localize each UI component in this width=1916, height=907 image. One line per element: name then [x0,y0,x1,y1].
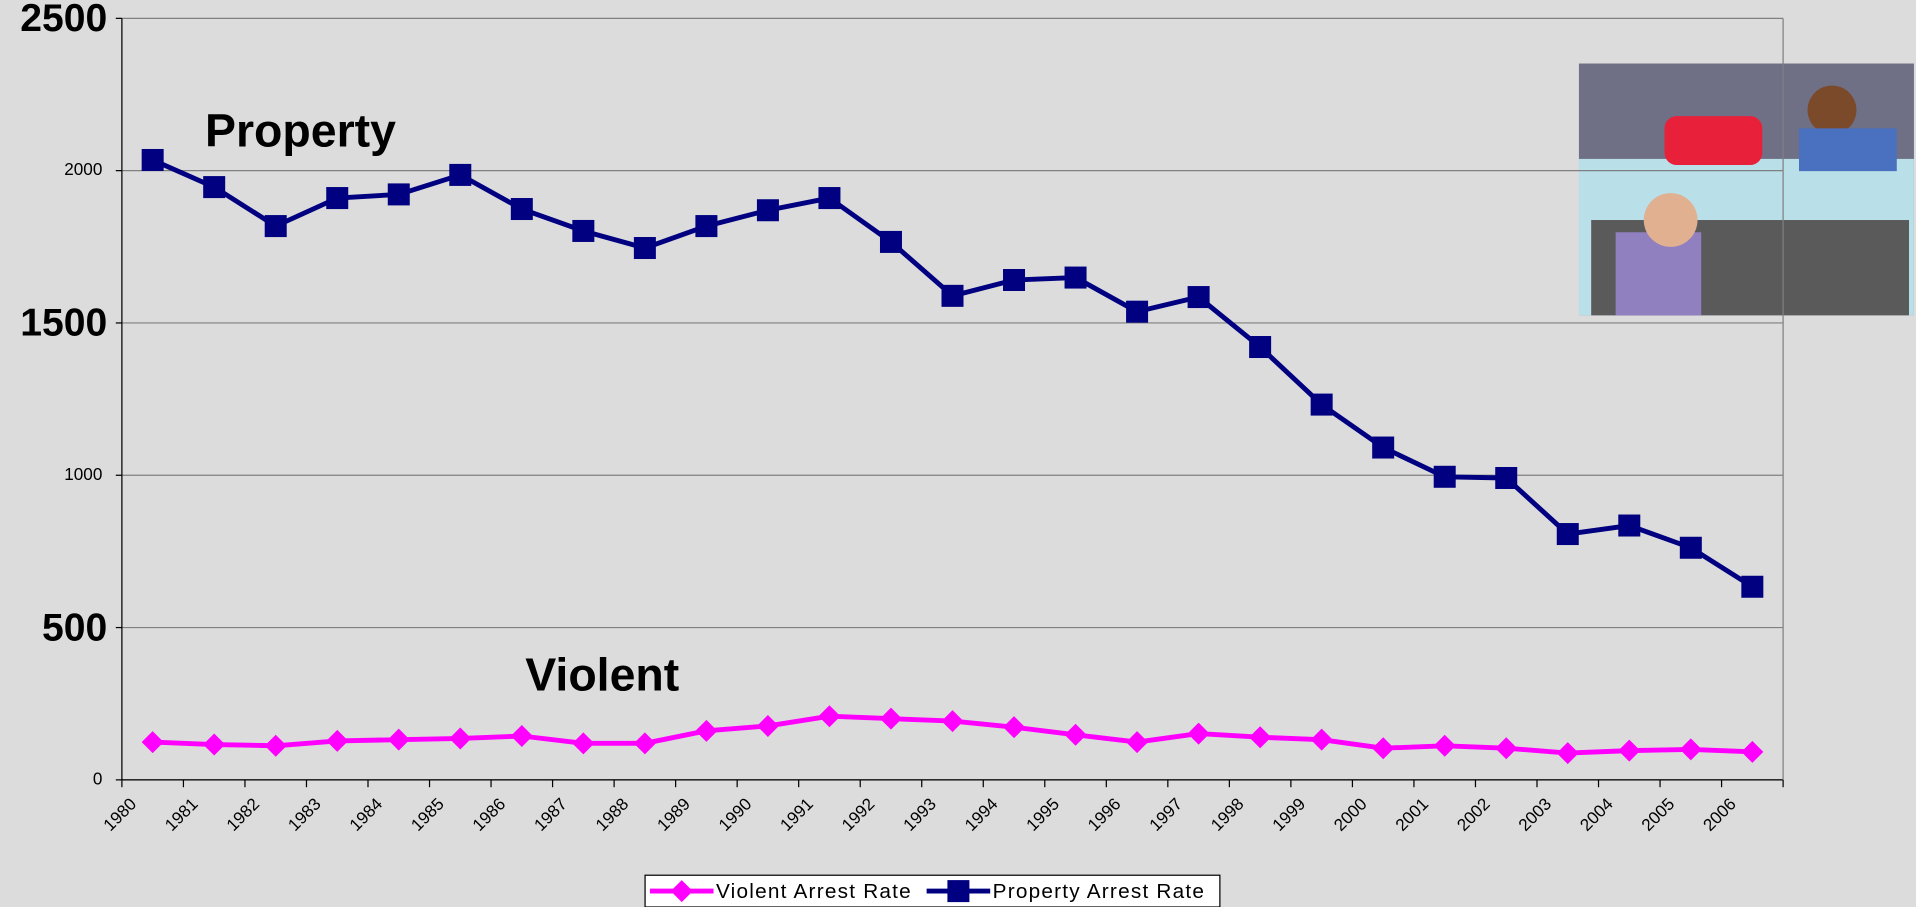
marker [572,220,594,242]
clip-art [1579,64,1914,316]
marker [142,149,164,171]
marker [326,187,348,209]
marker [1434,466,1456,488]
marker [757,199,779,221]
marker [1065,267,1087,289]
marker [941,285,963,307]
marker [695,215,717,237]
legend-label: Property Arrest Rate [993,880,1206,903]
marker [1557,523,1579,545]
marker [1495,467,1517,489]
marker [818,187,840,209]
marker [880,231,902,253]
marker [947,880,969,902]
marker [449,164,471,186]
marker [265,215,287,237]
marker [388,183,410,205]
marker [1618,515,1640,537]
legend: Violent Arrest Rate Property Arrest Rate [645,875,1220,907]
marker [1372,437,1394,459]
marker [1311,394,1333,416]
marker [1249,336,1271,358]
y-tick-label: 500 [42,606,107,649]
marker [203,176,225,198]
annotation: Violent [525,649,679,701]
y-tick-label: 1000 [64,465,102,484]
legend-label: Violent Arrest Rate [716,880,912,903]
y-tick-label: 2500 [20,0,107,40]
marker [1126,301,1148,323]
marker [1741,576,1763,598]
y-tick-label: 0 [93,769,103,788]
marker [634,237,656,259]
annotation: Property [205,105,396,157]
marker [1680,537,1702,559]
y-tick-label: 2000 [64,160,102,179]
y-tick-label: 1500 [20,302,107,345]
chart: Property Violent 05001000150020002500198… [0,0,1916,907]
marker [511,198,533,220]
marker [1003,269,1025,291]
marker [1188,286,1210,308]
